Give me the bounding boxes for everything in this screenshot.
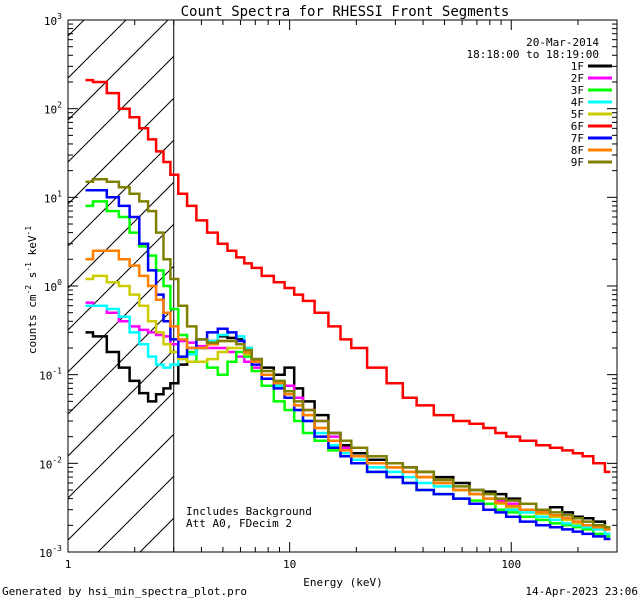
chart-title: Count Spectra for RHESSI Front Segments: [181, 4, 510, 20]
legend-label-2F: 2F: [571, 72, 584, 85]
x-tick-label: 10: [283, 558, 296, 571]
y-axis-label-exp2: -1: [24, 262, 33, 272]
legend-label-4F: 4F: [571, 96, 584, 109]
y-tick-label: 10-2: [39, 455, 62, 471]
legend-label-8F: 8F: [571, 144, 584, 157]
hatch-line: [68, 391, 174, 499]
series-9F-line: [85, 177, 611, 529]
hatch-line: [0, 12, 8, 552]
hatch-line: [68, 265, 174, 373]
y-axis-label-base: counts cm: [26, 294, 39, 354]
series-1F-line: [85, 331, 611, 531]
legend-label-5F: 5F: [571, 108, 584, 121]
y-tick-label: 100: [44, 278, 62, 294]
hatch-line: [68, 433, 174, 541]
y-tick-label: 10-1: [39, 367, 62, 383]
annotation-attenuator: Att A0, FDecim 2: [186, 517, 292, 530]
y-tick-label: 103: [44, 12, 62, 28]
legend-label-9F: 9F: [571, 156, 584, 169]
footer-generated-by: Generated by hsi_min_spectra_plot.pro: [2, 585, 247, 598]
hatch-line: [68, 97, 174, 205]
y-axis-label: counts cm-2 s-1 keV-1: [24, 226, 39, 354]
footer-timestamp: 14-Apr-2023 23:06: [525, 585, 638, 598]
series-6F-line: [85, 78, 611, 474]
series-7F-line: [85, 189, 611, 541]
legend-label-3F: 3F: [571, 84, 584, 97]
hatch-line: [68, 181, 174, 289]
hatch-line: [68, 20, 169, 121]
annotation-background: Includes Background: [186, 505, 312, 518]
hatch-line: [68, 55, 174, 163]
y-axis-label-end: keV: [26, 235, 39, 262]
x-tick-label: 1: [65, 558, 72, 571]
y-tick-label: 101: [44, 189, 62, 205]
legend-label-7F: 7F: [571, 132, 584, 145]
legend-label-6F: 6F: [571, 120, 584, 133]
hatch-line: [68, 349, 174, 457]
x-axis-label: Energy (keV): [303, 576, 382, 589]
legend-label-1F: 1F: [571, 60, 584, 73]
hatch-line: [308, 12, 640, 552]
y-tick-label: 10-3: [39, 544, 62, 560]
y-axis-label-exp3: -1: [24, 226, 33, 236]
y-axis-label-mid: s: [26, 272, 39, 285]
excluded-energy-hatch: [0, 12, 640, 552]
y-axis-label-exp1: -2: [24, 285, 33, 295]
observation-time-range: 18:18:00 to 18:19:00: [467, 48, 599, 61]
x-tick-label: 100: [501, 558, 521, 571]
observation-date: 20-Mar-2014: [526, 36, 599, 49]
y-tick-label: 102: [44, 101, 62, 117]
